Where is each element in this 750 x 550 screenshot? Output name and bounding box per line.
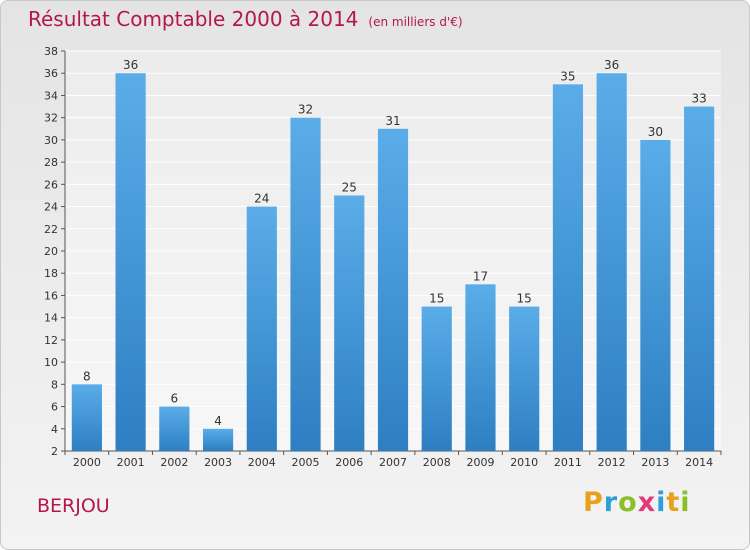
y-tick-label: 14 (44, 312, 58, 325)
bar (465, 284, 496, 451)
x-tick-label: 2005 (292, 456, 320, 469)
bar (202, 428, 234, 451)
x-tick-label: 2008 (423, 456, 451, 469)
bar (334, 195, 365, 451)
bar (552, 84, 584, 451)
bar (290, 117, 321, 452)
y-tick-label: 16 (44, 289, 58, 302)
x-tick-label: 2014 (685, 456, 713, 469)
logo-letter: t (666, 487, 681, 518)
bar (509, 306, 540, 451)
data-label: 36 (123, 58, 138, 72)
place-name: BERJOU (37, 495, 110, 517)
y-tick-label: 22 (44, 223, 58, 236)
y-tick-label: 24 (44, 201, 58, 214)
y-tick-label: 12 (44, 334, 58, 347)
x-tick-label: 2010 (510, 456, 538, 469)
data-label: 17 (473, 269, 488, 283)
logo-letter: x (637, 487, 657, 518)
y-tick-label: 28 (44, 156, 58, 169)
data-label: 35 (560, 69, 575, 83)
y-tick-label: 4 (51, 423, 58, 436)
bar (246, 206, 277, 451)
x-tick-label: 2013 (641, 456, 669, 469)
bar (159, 406, 190, 451)
logo-letter: r (603, 487, 619, 518)
y-tick-label: 36 (44, 67, 58, 80)
data-label: 31 (385, 114, 400, 128)
logo-letter: i (680, 487, 691, 518)
data-label: 15 (429, 292, 444, 306)
x-tick-label: 2002 (160, 456, 188, 469)
title-text: Résultat Comptable 2000 à 2014 (28, 7, 359, 31)
y-tick-label: 18 (44, 267, 58, 280)
x-tick-label: 2004 (248, 456, 276, 469)
data-label: 4 (214, 414, 222, 428)
y-tick-label: 2 (51, 445, 58, 458)
x-tick-label: 2011 (554, 456, 582, 469)
y-tick-label: 26 (44, 178, 58, 191)
data-label: 36 (604, 58, 619, 72)
data-label: 15 (517, 292, 532, 306)
x-tick-label: 2007 (379, 456, 407, 469)
data-label: 32 (298, 103, 313, 117)
data-label: 30 (648, 125, 663, 139)
x-tick-label: 2000 (73, 456, 101, 469)
y-tick-label: 34 (44, 89, 58, 102)
data-label: 6 (171, 392, 179, 406)
y-tick-label: 6 (51, 401, 58, 414)
logo-letter: o (618, 487, 638, 518)
x-tick-label: 2012 (598, 456, 626, 469)
y-tick-label: 38 (44, 45, 58, 58)
x-tick-label: 2009 (466, 456, 494, 469)
bar (640, 139, 671, 451)
y-tick-label: 10 (44, 356, 58, 369)
data-label: 25 (342, 180, 357, 194)
x-tick-label: 2001 (117, 456, 145, 469)
y-tick-label: 8 (51, 378, 58, 391)
chart-title: Résultat Comptable 2000 à 2014 (en millie… (28, 7, 463, 31)
y-tick-label: 30 (44, 134, 58, 147)
logo-letter: P (583, 487, 604, 518)
data-label: 8 (83, 369, 91, 383)
proxiti-logo: Proxiti (583, 487, 691, 518)
bar (71, 384, 102, 451)
data-label: 24 (254, 192, 269, 206)
bar (377, 128, 409, 451)
y-tick-label: 32 (44, 112, 58, 125)
logo-letter: i (656, 487, 667, 518)
bar (596, 73, 627, 451)
data-label: 33 (691, 92, 706, 106)
bar (684, 106, 715, 452)
y-tick-label: 20 (44, 245, 58, 258)
bar (421, 306, 452, 451)
bar (115, 73, 146, 451)
x-tick-label: 2006 (335, 456, 363, 469)
x-tick-label: 2003 (204, 456, 232, 469)
chart-subtitle: (en milliers d'€) (368, 15, 463, 29)
